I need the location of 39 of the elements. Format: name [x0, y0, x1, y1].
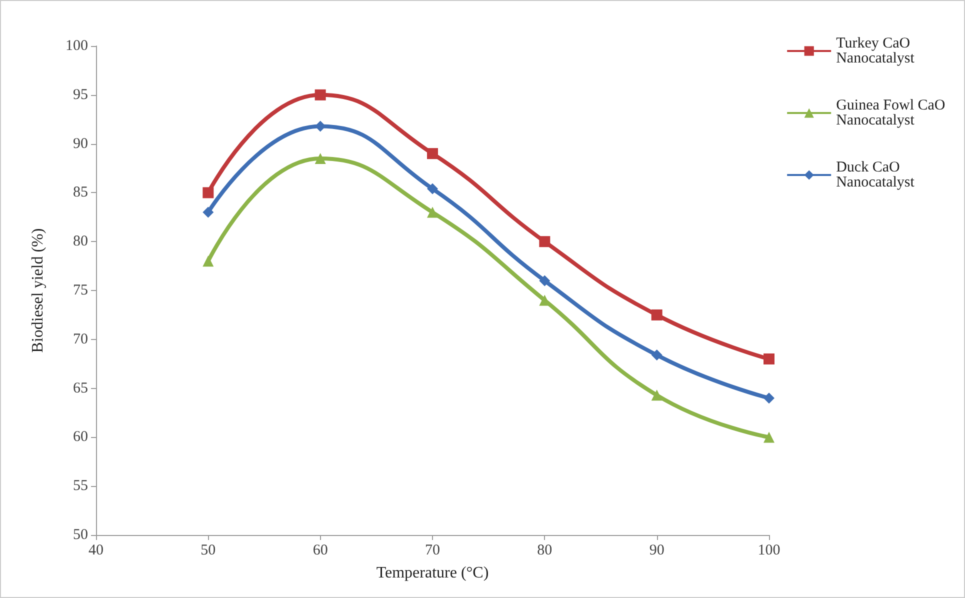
y-tick-label: 50 — [73, 527, 88, 543]
point — [314, 152, 326, 164]
y-tick-label: 70 — [73, 331, 88, 348]
point — [202, 206, 214, 218]
x-tick-label: 80 — [537, 542, 552, 558]
y-tick-label: 95 — [73, 86, 88, 103]
y-tick-label: 100 — [66, 38, 88, 54]
y-tick-label: 90 — [73, 136, 88, 152]
y-tick-label: 65 — [73, 380, 88, 396]
x-tick-label: 40 — [88, 542, 104, 558]
legend-label: Guinea Fowl CaO Nanocatalyst — [836, 98, 950, 128]
point — [764, 432, 774, 443]
x-axis-title: Temperature (°C) — [376, 564, 489, 582]
legend-label: Turkey CaO Nanocatalyst — [836, 36, 916, 66]
x-tick-label: 70 — [425, 542, 440, 558]
point — [427, 148, 438, 160]
point — [539, 275, 550, 286]
y-axis-title: Biodiesel yield (%) — [30, 228, 46, 353]
point — [651, 309, 662, 320]
point — [651, 350, 662, 361]
point — [764, 353, 774, 364]
y-tick-label: 75 — [73, 282, 88, 298]
y-tick-label: 80 — [73, 234, 88, 250]
point — [764, 392, 774, 404]
legend-label: Duck CaO Nanocatalyst — [836, 160, 916, 190]
point — [651, 390, 662, 401]
point — [427, 183, 438, 194]
point — [427, 206, 438, 218]
y-tick-label: 85 — [73, 184, 88, 201]
y-tick-label: 55 — [73, 478, 88, 494]
y-tick-label: 60 — [73, 429, 88, 446]
point — [539, 236, 550, 248]
x-tick-label: 50 — [200, 542, 216, 558]
x-tick-label: 60 — [312, 542, 328, 558]
point — [314, 89, 326, 100]
point — [202, 256, 214, 267]
x-tick-label: 90 — [649, 542, 664, 558]
x-tick-label: 100 — [758, 542, 780, 558]
point — [202, 187, 214, 198]
